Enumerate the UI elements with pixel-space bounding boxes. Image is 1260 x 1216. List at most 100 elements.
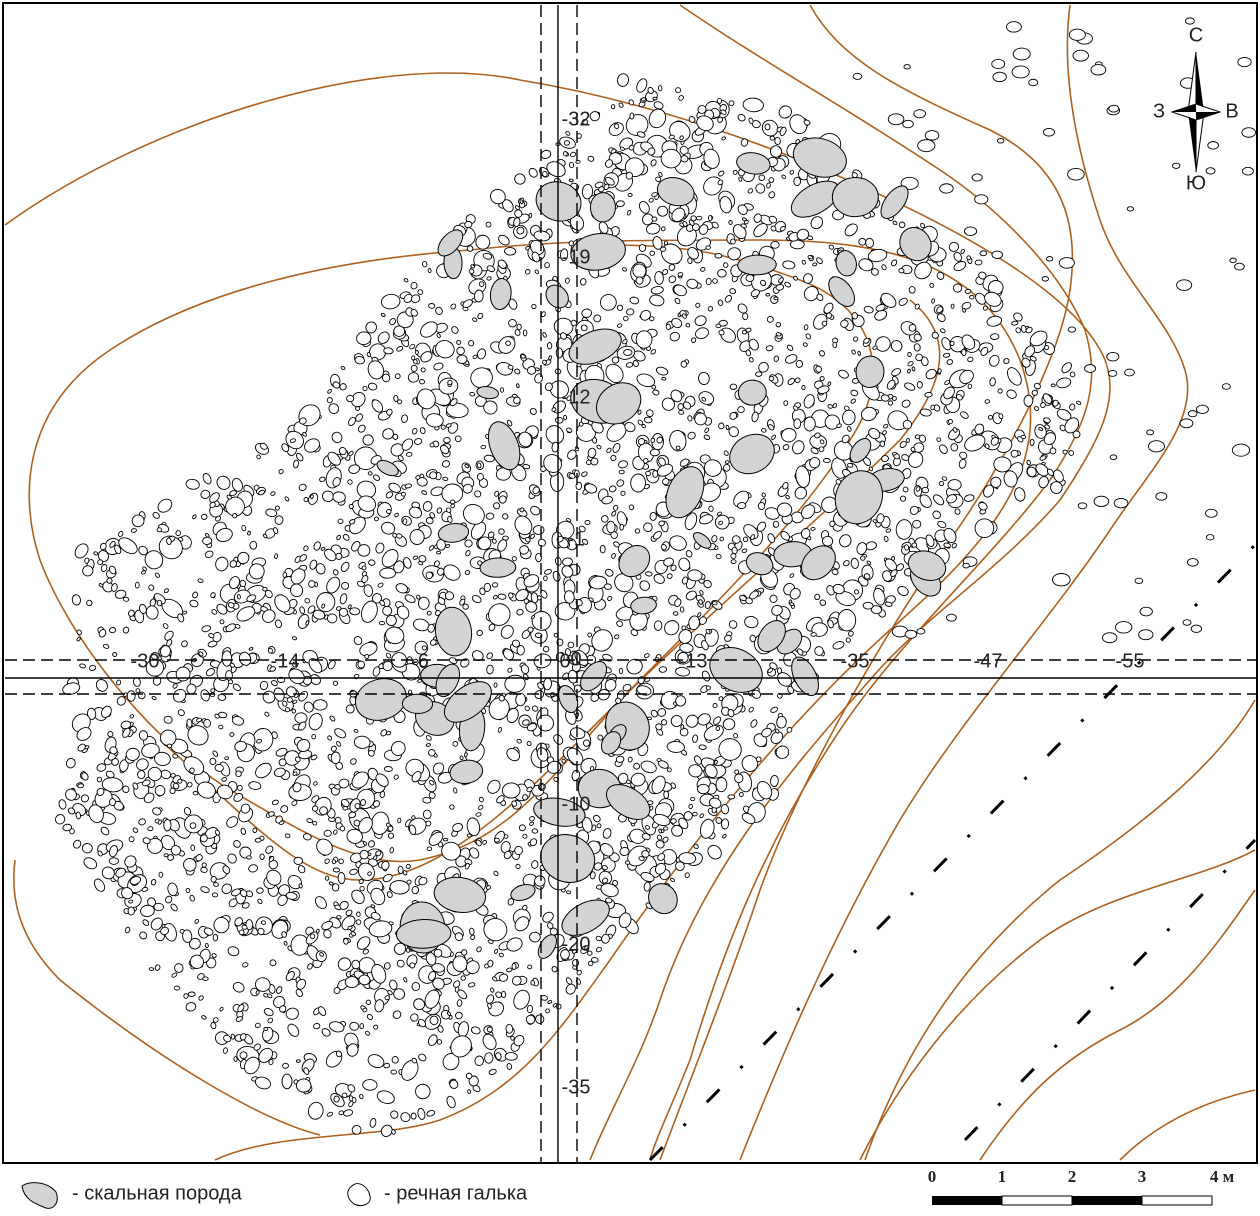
pebble <box>470 264 475 269</box>
contour <box>859 849 1256 1161</box>
pebble <box>137 770 146 780</box>
pebble <box>432 977 445 990</box>
legend-rock-symbol <box>21 1182 58 1209</box>
pebble <box>1031 389 1038 396</box>
pebble <box>668 264 676 271</box>
pebble <box>469 391 476 397</box>
pebble <box>380 293 401 310</box>
pebble <box>258 489 266 496</box>
pebble <box>528 167 538 178</box>
pebble <box>626 308 635 316</box>
pebble <box>350 758 357 765</box>
pebble <box>169 787 176 794</box>
pebble <box>486 652 493 660</box>
pebble <box>429 1015 439 1026</box>
pebble <box>837 609 857 632</box>
pebble <box>939 444 948 455</box>
pebble <box>210 1022 217 1030</box>
pebble <box>500 387 504 393</box>
pebble <box>456 354 468 364</box>
pebble <box>783 400 789 406</box>
pebble <box>428 791 436 799</box>
pebble <box>313 541 321 551</box>
pebble <box>374 999 385 1013</box>
pebble <box>304 597 311 604</box>
pebble <box>147 897 157 907</box>
pebble <box>310 754 318 761</box>
pebble <box>729 383 738 390</box>
pebble <box>939 328 946 334</box>
pebble <box>962 562 970 569</box>
pebble <box>362 385 368 392</box>
pebble <box>116 696 126 706</box>
pebble <box>989 333 1000 340</box>
pebble <box>500 841 511 854</box>
pebble <box>249 540 258 550</box>
pebble <box>587 447 597 459</box>
pebble <box>211 892 219 898</box>
pebble <box>674 297 681 305</box>
pebble <box>514 368 521 375</box>
pebble <box>847 426 852 432</box>
pebble <box>337 518 344 524</box>
pebble <box>593 314 602 323</box>
pebble <box>1068 28 1086 41</box>
pebble <box>680 155 689 163</box>
pebble <box>769 135 775 141</box>
pebble <box>579 278 587 286</box>
pebble <box>766 316 774 323</box>
pebble <box>568 240 574 247</box>
pebble <box>717 116 723 123</box>
pebble <box>851 349 856 355</box>
pebble <box>563 140 570 146</box>
pebble <box>582 739 591 747</box>
pebble <box>383 1062 391 1069</box>
pebble <box>190 844 196 851</box>
pebble <box>619 146 625 151</box>
pebble <box>715 726 721 731</box>
pebble <box>269 959 277 967</box>
pebble <box>138 818 146 826</box>
pebble <box>128 836 135 843</box>
pebble <box>372 666 381 677</box>
pebble <box>624 860 631 865</box>
pebble <box>522 794 529 801</box>
pebble <box>464 539 473 548</box>
pebble <box>166 537 172 546</box>
pebble <box>600 294 617 311</box>
pebble <box>348 417 356 426</box>
pebble <box>569 151 577 158</box>
pebble <box>516 608 524 616</box>
pebble <box>382 605 393 616</box>
pebble <box>715 817 723 824</box>
pebble <box>309 674 321 686</box>
pebble <box>345 704 355 714</box>
pebble <box>183 756 205 776</box>
pebble <box>465 550 471 557</box>
pebble <box>112 652 118 657</box>
pebble <box>415 475 421 480</box>
pebble <box>507 364 514 370</box>
pebble <box>1090 64 1107 76</box>
pebble <box>487 959 494 968</box>
pebble <box>720 818 730 830</box>
pebble <box>653 101 664 110</box>
pebble <box>459 755 464 761</box>
pebble <box>625 171 633 180</box>
pebble <box>1049 447 1057 455</box>
pebble <box>526 1004 533 1014</box>
pebble <box>561 758 566 764</box>
pebble <box>681 625 687 631</box>
pebble <box>728 426 739 438</box>
pebble <box>649 294 665 307</box>
pebble <box>657 760 669 769</box>
pebble <box>403 977 408 983</box>
rock-slab <box>401 693 434 714</box>
pebble <box>252 827 258 834</box>
pebble <box>96 776 103 783</box>
pebble <box>201 625 212 633</box>
horizontal-label: -55 <box>1116 650 1145 672</box>
pebble <box>307 963 313 970</box>
pebble <box>997 388 1003 394</box>
pebble <box>239 1051 248 1060</box>
